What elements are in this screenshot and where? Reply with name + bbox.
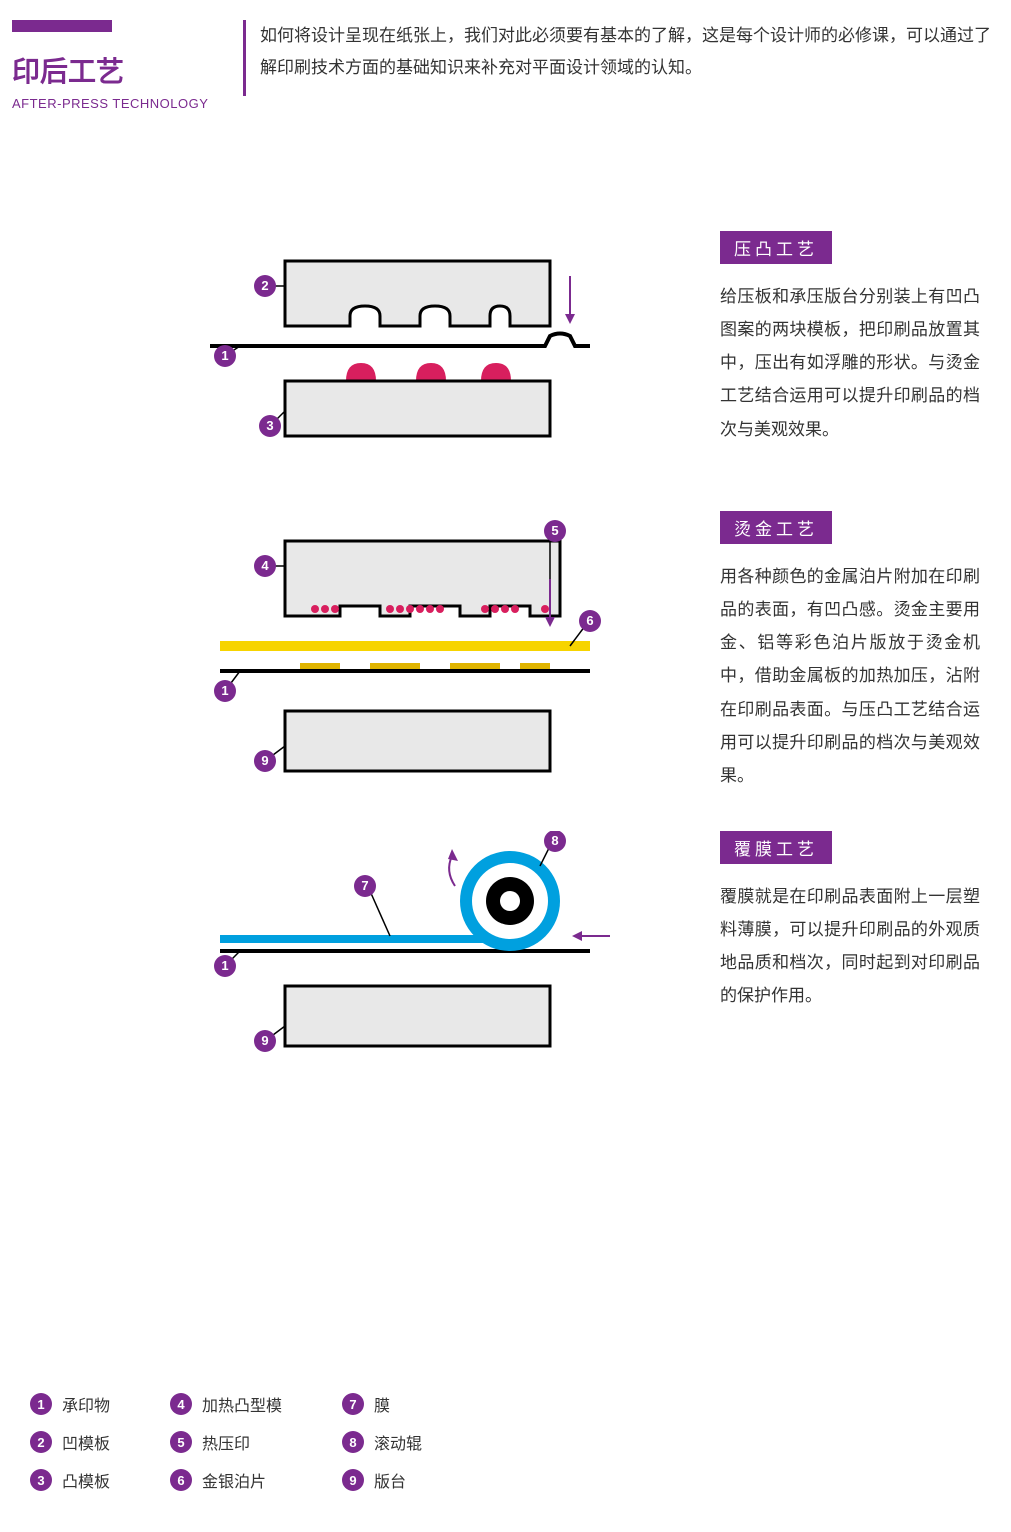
legend-item: 5 热压印 xyxy=(170,1430,282,1454)
legend-label: 膜 xyxy=(374,1392,390,1416)
legend-item: 4 加热凸型模 xyxy=(170,1392,282,1416)
svg-text:1: 1 xyxy=(221,348,228,363)
legend-label: 凹模板 xyxy=(62,1430,110,1454)
diagram-emboss-svg: 2 1 3 xyxy=(90,231,610,451)
svg-text:3: 3 xyxy=(266,418,273,433)
desc-emboss: 压凸工艺 给压板和承压版台分别装上有凹凸图案的两块模板，把印刷品放置其中，压出有… xyxy=(720,231,980,451)
desc-body-laminate: 覆膜就是在印刷品表面附上一层塑料薄膜，可以提升印刷品的外观质地品质和档次，同时起… xyxy=(720,880,980,1013)
legend-label: 版台 xyxy=(374,1468,406,1492)
legend-item: 2 凹模板 xyxy=(30,1430,110,1454)
svg-text:9: 9 xyxy=(261,753,268,768)
svg-text:7: 7 xyxy=(361,878,368,893)
section-emboss: 2 1 3 压凸工艺 给压板和承压版台分别装上有凹凸图案的两块模板，把印刷品放置其中… xyxy=(0,231,1011,451)
legend-column: 1 承印物 2 凹模板 3 凸模板 xyxy=(30,1392,110,1492)
legend-label: 滚动辊 xyxy=(374,1430,422,1454)
legend-number: 6 xyxy=(170,1469,192,1491)
legend-number: 5 xyxy=(170,1431,192,1453)
svg-text:8: 8 xyxy=(551,833,558,848)
title-cn: 印后工艺 xyxy=(12,50,237,90)
svg-text:1: 1 xyxy=(221,958,228,973)
diagram-laminate: 7 8 1 9 xyxy=(0,831,700,1091)
desc-title-emboss: 压凸工艺 xyxy=(720,231,832,264)
section-gilding: 4 5 6 1 9 烫金工艺 用各种颜色的金属泊片附加在印刷品的表面，有凹凸感。烫金主要… xyxy=(0,511,1011,801)
legend-column: 4 加热凸型模 5 热压印 6 金银泊片 xyxy=(170,1392,282,1492)
legend-column: 7膜8滚动辊9版台 xyxy=(342,1392,422,1492)
legend-item: 9 版台 xyxy=(342,1468,422,1492)
legend-number: 8 xyxy=(342,1431,364,1453)
legend-number: 7 xyxy=(342,1393,364,1415)
legend-number: 1 xyxy=(30,1393,52,1415)
title-bar xyxy=(12,20,112,32)
desc-gilding: 烫金工艺 用各种颜色的金属泊片附加在印刷品的表面，有凹凸感。烫金主要用金、铝等彩… xyxy=(720,511,980,801)
diagram-emboss: 2 1 3 xyxy=(0,231,700,451)
svg-text:9: 9 xyxy=(261,1033,268,1048)
title-block: 印后工艺 AFTER-PRESS TECHNOLOGY xyxy=(12,20,237,111)
svg-text:1: 1 xyxy=(221,683,228,698)
legend-number: 3 xyxy=(30,1469,52,1491)
legend-item: 3 凸模板 xyxy=(30,1468,110,1492)
legend: 1承印物2凹模板3凸模板4加热凸型模5热压印6金银泊片7膜8滚动辊9版台 xyxy=(30,1392,422,1492)
legend-item: 8 滚动辊 xyxy=(342,1430,422,1454)
diagram-laminate-svg: 7 8 1 9 xyxy=(90,831,610,1091)
intro-text: 如何将设计呈现在纸张上，我们对此必须要有基本的了解，这是每个设计师的必修课，可以… xyxy=(260,20,1011,111)
svg-text:6: 6 xyxy=(586,613,593,628)
legend-item: 6 金银泊片 xyxy=(170,1468,282,1492)
section-laminate: 7 8 1 9 覆膜工艺 覆膜就是在印刷品表面附上一层塑料薄膜，可以提升印刷品的外观质… xyxy=(0,831,1011,1091)
legend-label: 凸模板 xyxy=(62,1468,110,1492)
header-divider xyxy=(243,20,246,96)
legend-label: 金银泊片 xyxy=(202,1468,266,1492)
svg-text:2: 2 xyxy=(261,278,268,293)
svg-text:5: 5 xyxy=(551,523,558,538)
desc-title-laminate: 覆膜工艺 xyxy=(720,831,832,864)
desc-body-gilding: 用各种颜色的金属泊片附加在印刷品的表面，有凹凸感。烫金主要用金、铝等彩色泊片版放… xyxy=(720,560,980,792)
page-header: 印后工艺 AFTER-PRESS TECHNOLOGY 如何将设计呈现在纸张上，… xyxy=(0,0,1011,111)
legend-number: 2 xyxy=(30,1431,52,1453)
legend-number: 4 xyxy=(170,1393,192,1415)
legend-number: 9 xyxy=(342,1469,364,1491)
svg-text:4: 4 xyxy=(261,558,269,573)
legend-item: 1 承印物 xyxy=(30,1392,110,1416)
title-en: AFTER-PRESS TECHNOLOGY xyxy=(12,96,237,111)
desc-body-emboss: 给压板和承压版台分别装上有凹凸图案的两块模板，把印刷品放置其中，压出有如浮雕的形… xyxy=(720,280,980,446)
diagram-gilding-svg: 4 5 6 1 9 xyxy=(90,511,610,801)
diagram-gilding: 4 5 6 1 9 xyxy=(0,511,700,801)
desc-title-gilding: 烫金工艺 xyxy=(720,511,832,544)
desc-laminate: 覆膜工艺 覆膜就是在印刷品表面附上一层塑料薄膜，可以提升印刷品的外观质地品质和档… xyxy=(720,831,980,1091)
legend-label: 热压印 xyxy=(202,1430,250,1454)
legend-label: 承印物 xyxy=(62,1392,110,1416)
legend-label: 加热凸型模 xyxy=(202,1392,282,1416)
legend-item: 7膜 xyxy=(342,1392,422,1416)
